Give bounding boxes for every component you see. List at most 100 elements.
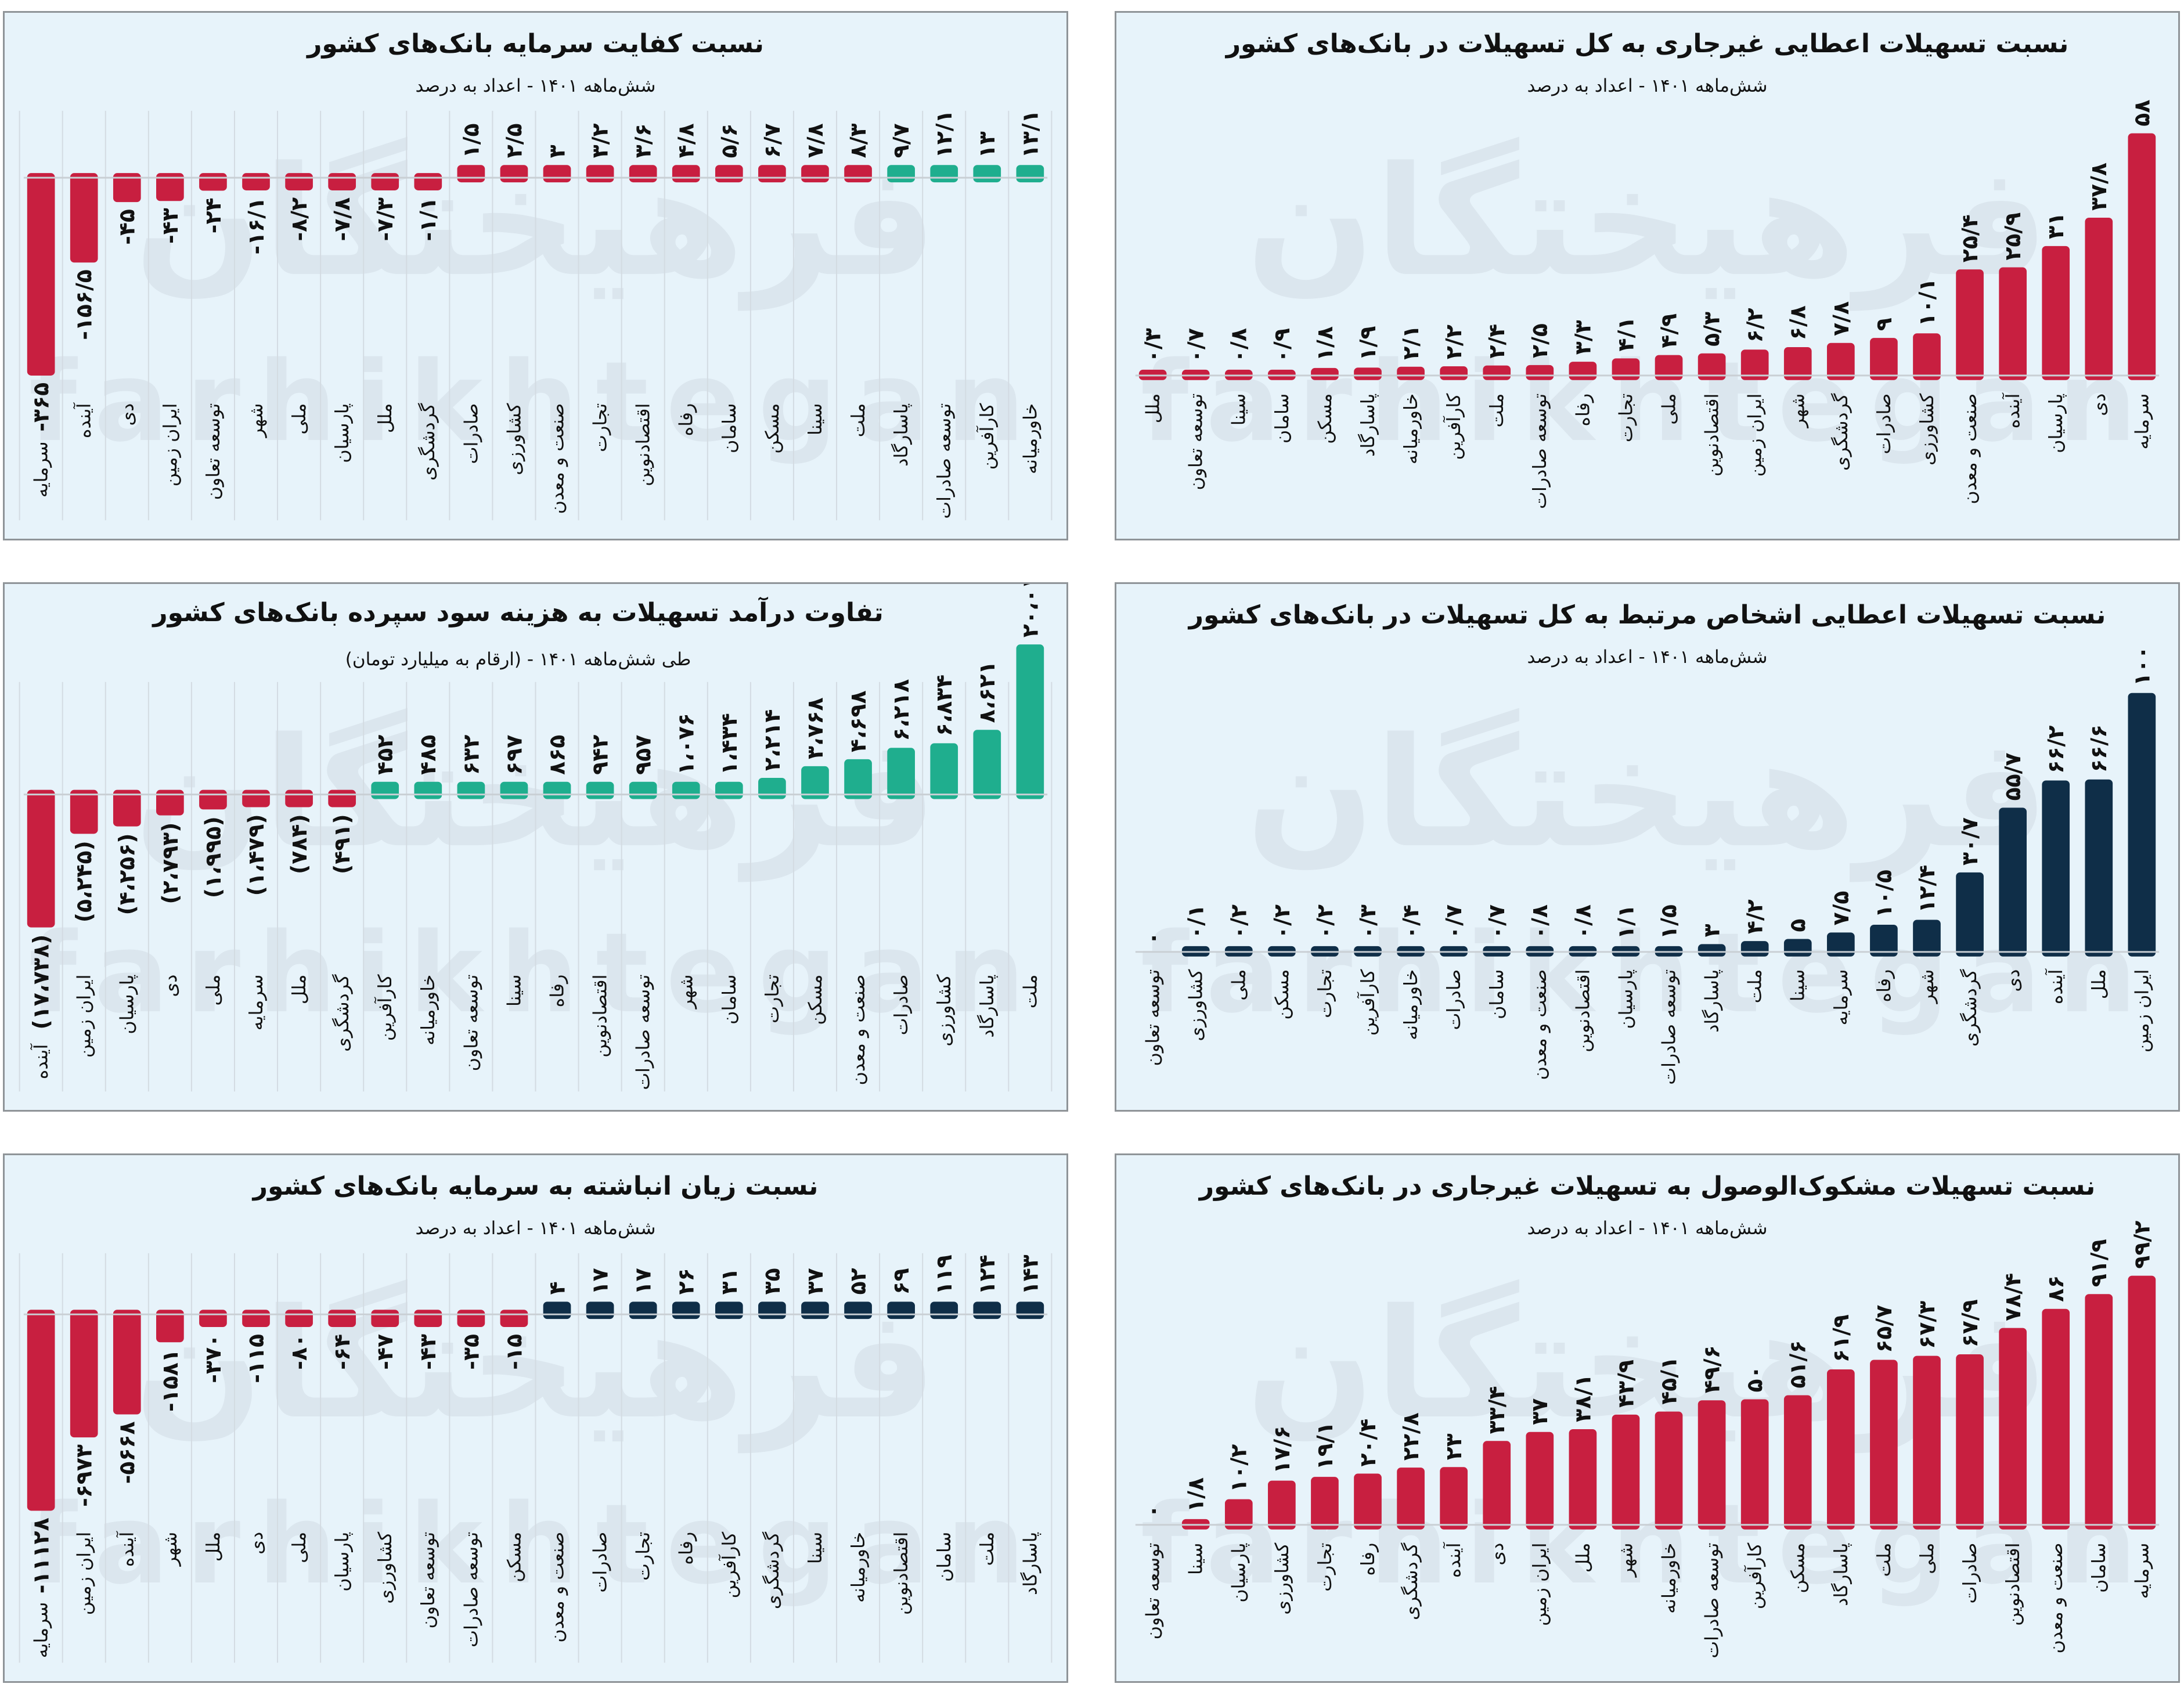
data-label: -۵۶۶۸ [114, 1421, 140, 1484]
chart-title: نسبت زیان انباشته به سرمایه بانک‌های کشو… [253, 1171, 819, 1201]
data-label: (۱،۴۷۹) [243, 814, 269, 896]
data-label: -۴۵ [114, 209, 140, 245]
bar [1826, 932, 1855, 957]
data-label: -۱۱۱۲۸ [28, 1517, 54, 1593]
data-label: ۱۰/۵ [1871, 870, 1897, 918]
category-label: توسعه تعاون [1143, 1543, 1164, 1640]
bar [629, 781, 657, 799]
bar [1870, 924, 1898, 957]
data-label: (۴،۲۵۶) [114, 833, 140, 915]
bar [887, 165, 915, 183]
category-label: صادرات [461, 403, 482, 464]
category-label: اقتصادنوین [891, 1532, 912, 1615]
category-label: کارآفرین [1443, 393, 1465, 460]
category-label: پارسیان [117, 975, 138, 1034]
bar [1826, 1369, 1855, 1530]
bar [1526, 1432, 1554, 1530]
bar [1913, 1355, 1941, 1530]
bar [1440, 366, 1468, 380]
bar [2085, 1294, 2113, 1530]
bar [371, 173, 399, 190]
category-label: دی [160, 975, 181, 997]
category-label: شهر [246, 403, 267, 439]
category-label: ملت [1874, 1543, 1895, 1577]
data-label: ۴،۶۹۸ [845, 690, 871, 752]
bar [328, 789, 356, 807]
bar [1354, 367, 1382, 380]
category-label: ملی [289, 1532, 310, 1563]
category-label: کشاورزی [1186, 969, 1207, 1041]
bar [285, 1310, 313, 1328]
bar [1783, 347, 1812, 380]
bar [113, 1310, 141, 1415]
bar [672, 1301, 700, 1319]
bar [973, 1301, 1001, 1319]
bar [1698, 944, 1726, 957]
category-label: کارآفرین [718, 1531, 740, 1599]
chart-subtitle: شش‌ماهه ۱۴۰۱ - اعداد به درصد [415, 1218, 656, 1239]
data-label: ۹ [1871, 318, 1897, 331]
bar [70, 789, 98, 834]
category-label: پاسارگاد [1357, 394, 1379, 457]
data-label: ۱۳ [974, 131, 1000, 158]
category-label: دی [2003, 969, 2024, 992]
category-label: سرمایه [31, 441, 52, 497]
data-label: ۱۰/۲ [1226, 1444, 1252, 1492]
data-label: ۱/۵ [458, 123, 484, 158]
data-label: ۰/۷ [1183, 328, 1209, 363]
bar [930, 165, 958, 183]
category-label: ایران زمین [1745, 394, 1766, 477]
category-label: سامان [1487, 969, 1508, 1019]
bar [199, 1310, 227, 1328]
category-label: مسکن [805, 975, 826, 1025]
data-label: ۵۱/۶ [1785, 1340, 1811, 1389]
category-label: توسعه تعاون [461, 975, 482, 1072]
bar [113, 173, 141, 203]
category-label: صادرات [590, 1532, 611, 1593]
category-label: تجارت [1315, 1543, 1336, 1592]
data-label: ۳۱ [716, 1268, 742, 1295]
data-label: ۶۷/۳ [1914, 1301, 1940, 1349]
category-label: خاورمیانه [1659, 1543, 1680, 1614]
data-label: ۱۷ [588, 1268, 613, 1295]
data-label: -۲۴ [200, 197, 226, 233]
category-label: ملل [1143, 394, 1164, 424]
data-label: ۰/۲ [1312, 904, 1338, 939]
bar [27, 789, 55, 928]
data-label: -۱۵۸۱ [157, 1349, 183, 1412]
data-label: ۰/۷ [1441, 904, 1466, 939]
data-label: ۱/۱ [1613, 904, 1638, 939]
data-label: ۰ [1140, 1505, 1166, 1518]
data-label: ۶۳۲ [458, 735, 484, 775]
category-label: دی [2089, 394, 2110, 416]
category-label: سینا [1186, 1543, 1207, 1575]
bar [758, 165, 786, 183]
category-label: ملل [1573, 1543, 1594, 1573]
bar [242, 1310, 270, 1328]
data-label: -۱/۱ [415, 197, 441, 241]
bar [1311, 367, 1339, 380]
category-label: آینده [2045, 968, 2067, 1004]
category-label: اقتصادنوین [1573, 969, 1594, 1052]
data-label: ۲/۵ [501, 123, 527, 158]
data-label: ۰/۸ [1527, 904, 1552, 939]
data-label: ۰ [1140, 932, 1166, 945]
category-label: شهر [1788, 394, 1809, 429]
category-label: توسعه صادرات [1530, 394, 1551, 509]
data-label: ۱/۵ [1656, 904, 1681, 939]
data-label: ۸/۳ [845, 123, 871, 158]
category-label: تجارت [1616, 394, 1637, 442]
data-label: ۶۱/۹ [1828, 1314, 1854, 1362]
bar [500, 165, 528, 183]
data-label: ۴۳/۹ [1613, 1360, 1638, 1408]
data-label: (۴۹۱) [329, 814, 355, 874]
bar [242, 789, 270, 807]
data-label: ۲۵/۹ [2000, 212, 2026, 261]
category-label: مسکن [1272, 969, 1293, 1020]
bar [1483, 1441, 1511, 1530]
data-label: ۲/۵ [1527, 323, 1552, 358]
data-label: ۳۱ [2043, 212, 2068, 239]
bar [1870, 338, 1898, 380]
category-label: صادرات [1960, 1543, 1981, 1604]
data-label: ۲/۱ [1398, 325, 1423, 360]
